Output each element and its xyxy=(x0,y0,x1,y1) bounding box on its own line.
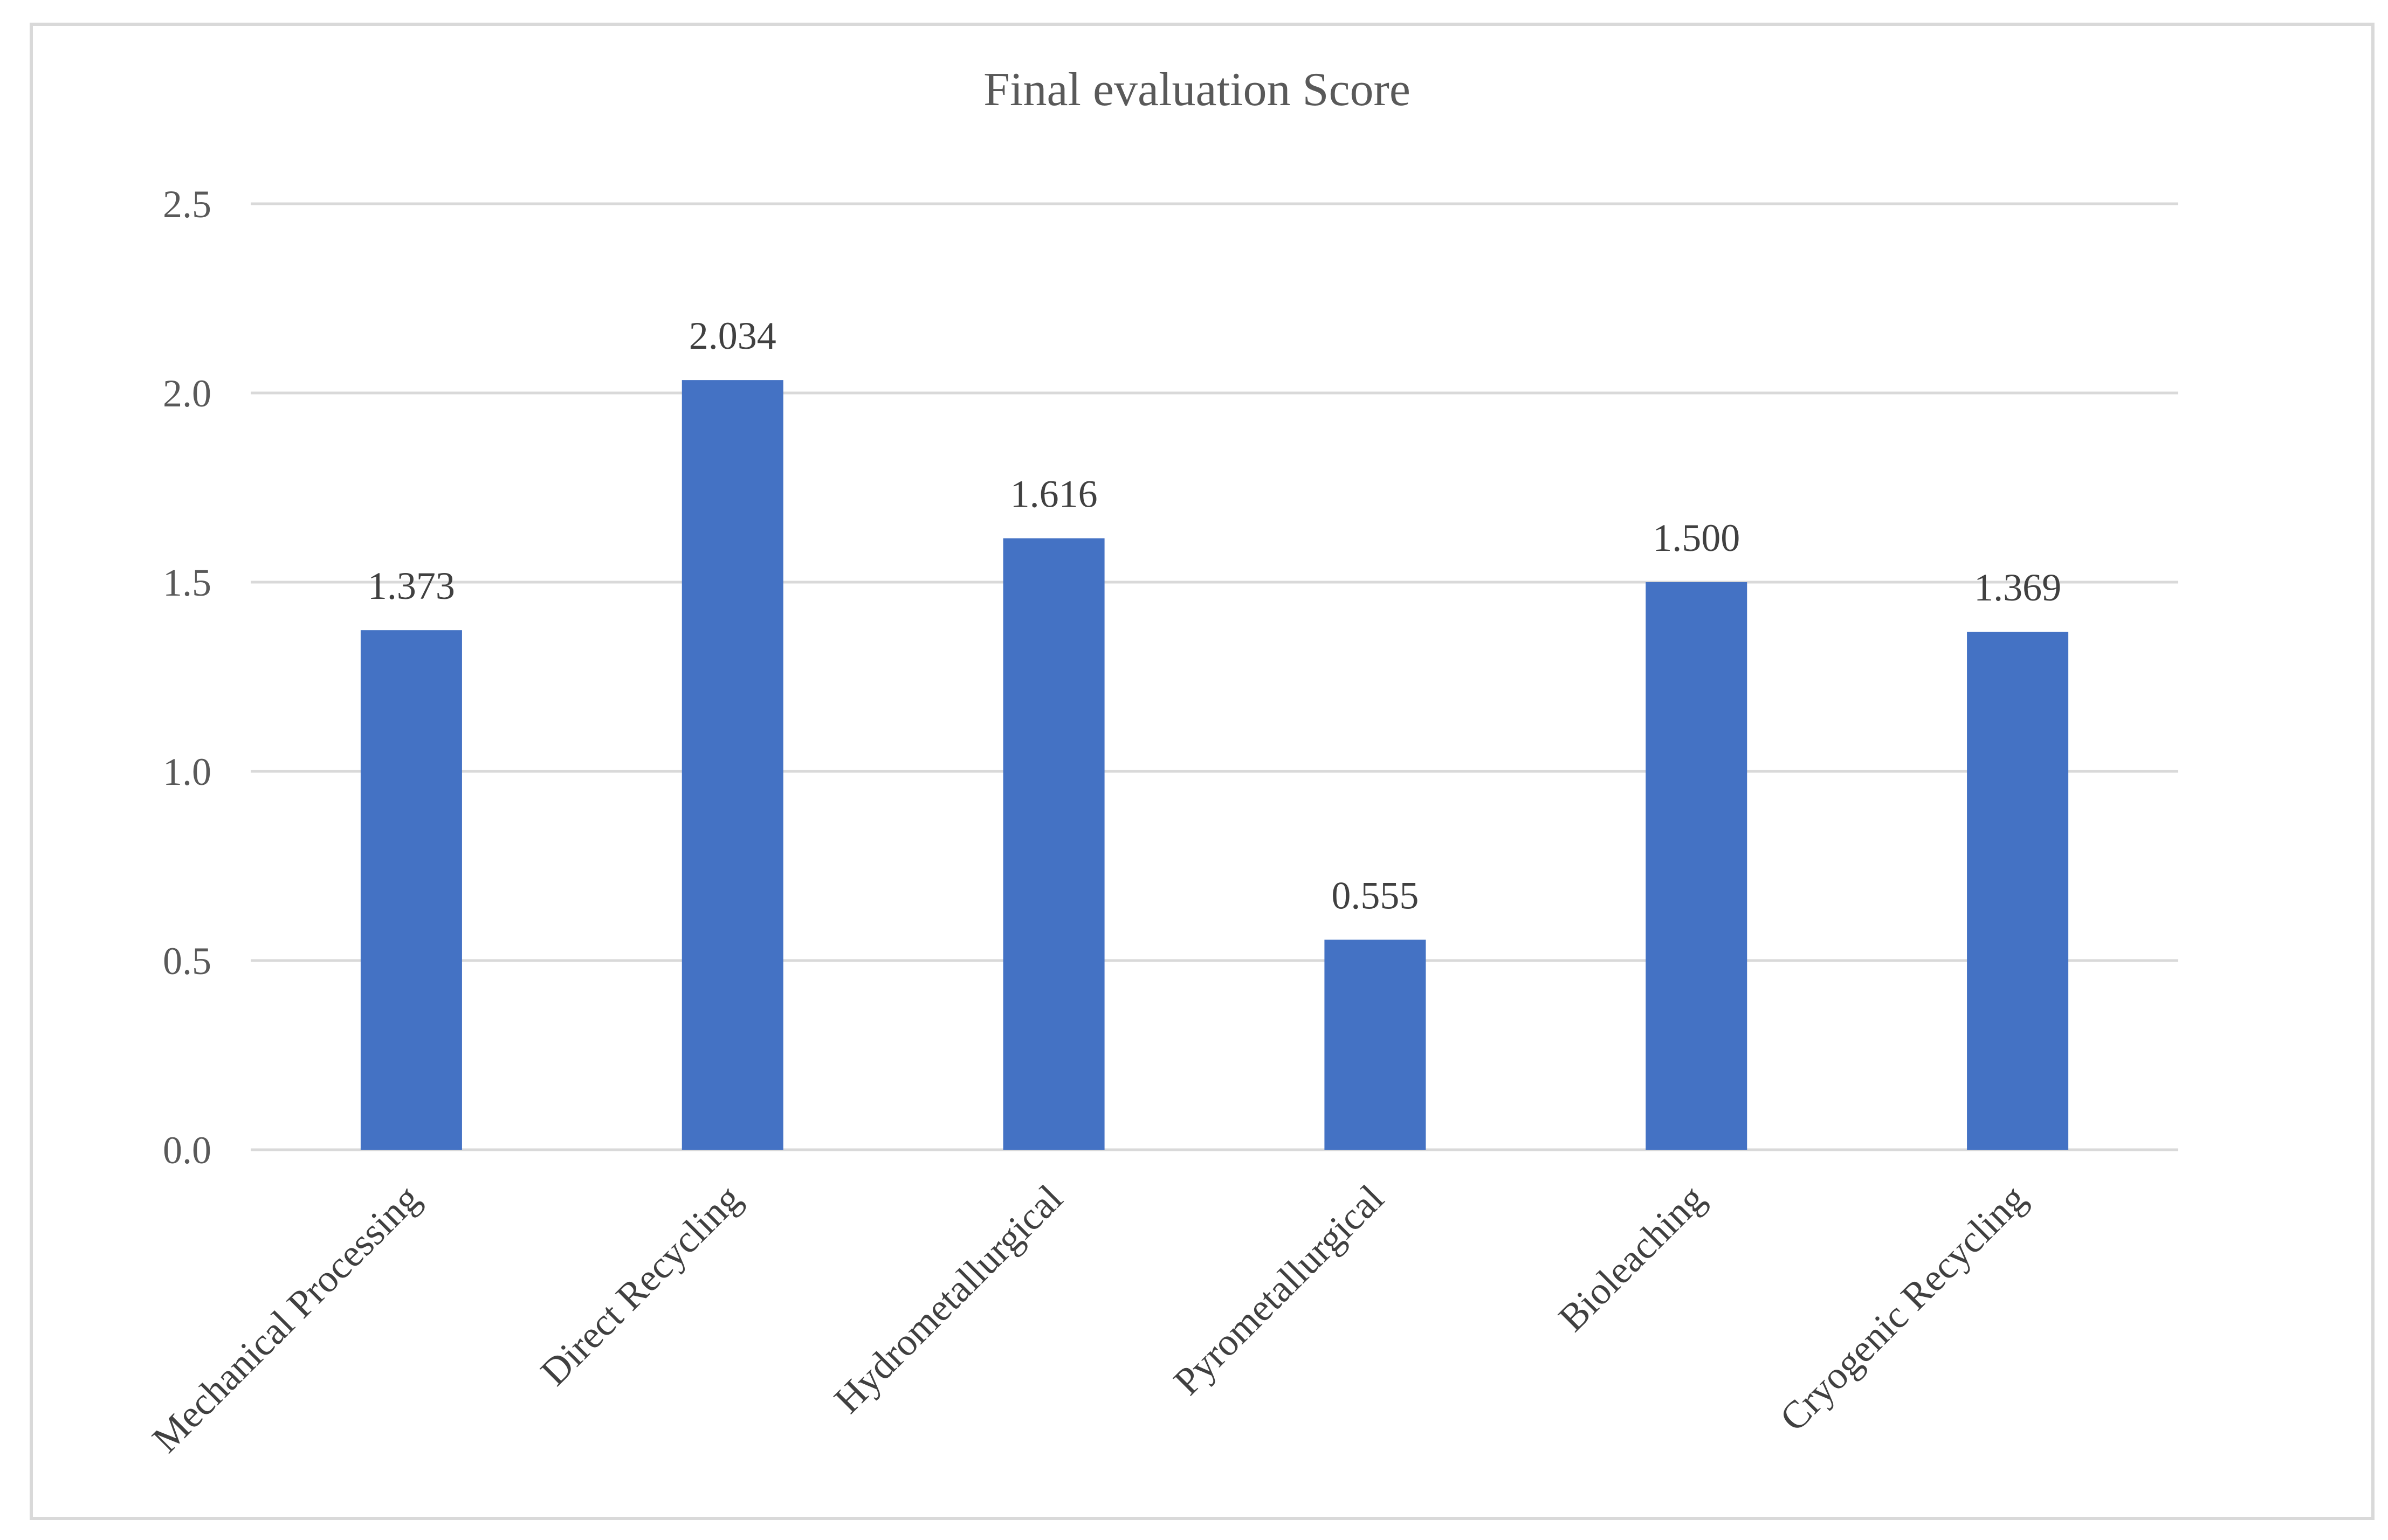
data-label: 2.034 xyxy=(689,314,776,357)
y-tick-label: 0.0 xyxy=(163,1129,211,1172)
bar xyxy=(1003,538,1105,1150)
bar xyxy=(1324,940,1426,1150)
y-axis-ticks: 0.0 0.5 1.0 1.5 2.0 2.5 xyxy=(163,183,211,1172)
y-tick-label: 0.5 xyxy=(163,940,211,983)
chart-title: Final evaluation Score xyxy=(983,64,1410,116)
y-tick-label: 2.0 xyxy=(163,372,211,415)
data-label: 0.555 xyxy=(1331,874,1419,917)
gridlines xyxy=(251,202,2178,1151)
bar xyxy=(360,630,462,1150)
data-labels: 1.373 2.034 1.616 0.555 1.500 1.369 xyxy=(368,314,2061,917)
data-label: 1.616 xyxy=(1010,473,1098,516)
bars xyxy=(360,380,2069,1150)
bar xyxy=(1967,631,2069,1150)
y-tick-label: 1.5 xyxy=(163,561,211,604)
y-tick-label: 1.0 xyxy=(163,750,211,793)
y-tick-label: 2.5 xyxy=(163,183,211,226)
bar xyxy=(682,380,783,1150)
data-label: 1.369 xyxy=(1974,566,2061,609)
data-label: 1.373 xyxy=(368,564,455,607)
bar xyxy=(1646,582,1747,1150)
data-label: 1.500 xyxy=(1653,516,1740,560)
